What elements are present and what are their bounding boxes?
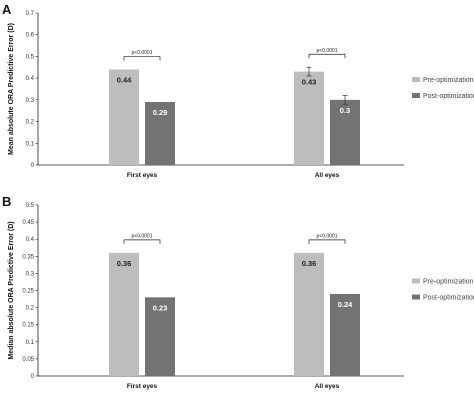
y-tick-label: 0.6: [26, 33, 35, 39]
significance-label: p<0.0001: [317, 48, 338, 54]
panel-letter: B: [2, 194, 11, 209]
data-label: 0.43: [302, 78, 317, 87]
y-tick-label: 0.1: [26, 340, 35, 346]
data-label: 0.3: [340, 106, 350, 115]
legend-label: Pre-optimization: [423, 77, 474, 84]
y-tick-label: 0.2: [26, 120, 35, 126]
bar-post: [330, 293, 360, 376]
y-tick-label: 0.15: [22, 323, 34, 329]
legend-label: Post-optimization: [423, 295, 474, 302]
y-tick-label: 0.45: [22, 220, 34, 226]
y-tick-label: 0.25: [22, 289, 34, 295]
y-tick-label: 0.05: [22, 357, 34, 363]
legend-swatch: [412, 77, 420, 82]
data-label: 0.44: [117, 75, 132, 84]
y-axis-label: Median absolute ORA Predictive Error (D): [8, 221, 15, 359]
legend-swatch: [412, 294, 420, 300]
y-tick-label: 0.5: [26, 203, 35, 209]
significance-bracket: [308, 53, 346, 59]
significance-label: p<0.0001: [132, 233, 153, 239]
bar-pre: [109, 69, 139, 165]
y-tick-label: 0.5: [26, 54, 35, 60]
significance-label: p<0.0001: [132, 50, 153, 56]
legend-swatch: [412, 278, 420, 284]
y-tick-label: 0.4: [26, 237, 35, 243]
bar-pre: [109, 252, 139, 376]
y-axis-label: Mean absolute ORA Predictive Error (D): [8, 23, 15, 155]
significance-bracket: [123, 239, 161, 244]
x-category-label: First eyes: [127, 383, 158, 390]
bar-post: [330, 99, 360, 165]
y-tick-label: 0.4: [26, 76, 35, 82]
bar-pre: [294, 71, 324, 165]
significance-bracket: [308, 239, 346, 244]
y-tick-label: 0.2: [26, 306, 35, 312]
panel-letter: A: [2, 2, 12, 17]
y-tick-label: 0.3: [26, 98, 35, 104]
x-category-label: All eyes: [315, 383, 340, 390]
bar-post: [145, 297, 175, 376]
legend-label: Post-optimization: [423, 93, 474, 100]
y-tick-label: 0.3: [26, 271, 35, 277]
data-label: 0.36: [302, 259, 317, 268]
data-label: 0.24: [338, 300, 353, 309]
significance-label: p<0.0001: [317, 233, 338, 239]
y-tick-label: 0: [31, 163, 35, 169]
legend-label: Pre-optimization: [423, 279, 474, 286]
data-label: 0.23: [153, 303, 168, 312]
data-label: 0.29: [153, 108, 168, 117]
legend-swatch: [412, 93, 420, 98]
y-tick-label: 0.7: [26, 11, 35, 17]
y-tick-label: 0: [31, 374, 35, 380]
x-category-label: First eyes: [127, 172, 158, 179]
bar-pre: [294, 252, 324, 376]
bar-post: [145, 102, 175, 165]
y-tick-label: 0.1: [26, 141, 35, 147]
x-category-label: All eyes: [315, 172, 340, 179]
significance-bracket: [123, 56, 161, 61]
y-tick-label: 0.35: [22, 254, 34, 260]
data-label: 0.36: [117, 259, 132, 268]
